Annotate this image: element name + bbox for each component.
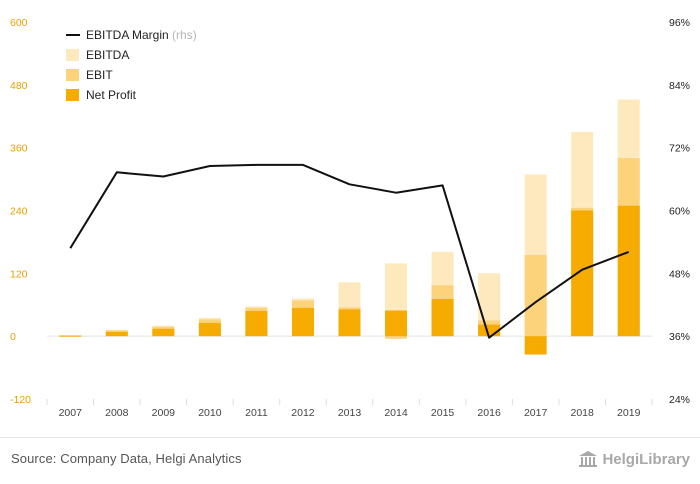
right-tick-label: 60%: [669, 206, 690, 218]
left-tick-label: 120: [10, 268, 28, 280]
right-tick-label: 48%: [669, 268, 690, 280]
net-profit-bar: [152, 328, 175, 337]
right-tick-label: 96%: [669, 17, 690, 29]
left-tick-label: 0: [10, 331, 16, 343]
net-profit-bar: [198, 323, 221, 337]
x-tick-label: 2016: [477, 407, 501, 419]
margin-line: [69, 163, 630, 339]
x-tick-label: 2010: [198, 407, 222, 419]
net-profit-bar: [245, 311, 268, 337]
net-profit-bar: [105, 331, 128, 337]
source-text: Source: Company Data, Helgi Analytics: [11, 451, 242, 466]
net-profit-bar: [524, 336, 547, 355]
footer: Source: Company Data, Helgi Analytics He…: [0, 437, 700, 484]
left-tick-label: 480: [10, 80, 28, 92]
library-building-icon: [579, 451, 598, 467]
legend-label: Net Profit: [86, 88, 137, 102]
net-profit-bar: [478, 324, 501, 337]
x-tick-label: 2007: [59, 407, 83, 419]
x-tick-label: 2011: [245, 407, 268, 419]
bar-marks: [59, 99, 640, 355]
legend-swatch: [66, 89, 79, 101]
x-tick-label: 2017: [524, 407, 548, 419]
net-profit-bar: [571, 210, 594, 337]
x-tick-label: 2008: [105, 407, 129, 419]
helgi-library-logo: HelgiLibrary: [578, 449, 690, 469]
legend-label: EBITDA Margin (rhs): [86, 28, 197, 42]
left-tick-label: 240: [10, 206, 28, 218]
x-tick-label: 2012: [291, 407, 315, 419]
left-tick-label: 360: [10, 143, 28, 155]
net-profit-bar: [59, 335, 82, 337]
left-tick-label: -120: [10, 394, 31, 406]
right-tick-label: 72%: [669, 143, 690, 155]
right-tick-label: 36%: [669, 331, 690, 343]
x-tick-label: 2009: [152, 407, 176, 419]
ebitda-margin-line: [69, 163, 630, 339]
legend-swatch: [66, 69, 79, 81]
ebit-bar: [385, 336, 408, 339]
net-profit-bar: [617, 205, 640, 337]
x-tick-label: 2018: [571, 407, 595, 419]
x-tick-label: 2015: [431, 407, 455, 419]
x-axis-labels: 2007 2008 2009 2010 2011 2012 2013 2014 2015 2016…: [59, 407, 641, 419]
logo-wordmark: HelgiLibrary: [602, 450, 690, 468]
legend-swatch: [66, 49, 79, 61]
x-tick-label: 2013: [338, 407, 362, 419]
left-tick-label: 600: [10, 17, 28, 29]
net-profit-bar: [385, 310, 408, 337]
ebit-bar: [524, 255, 547, 337]
net-profit-bar: [338, 309, 361, 337]
right-tick-label: 84%: [669, 80, 690, 92]
x-tick-label: 2019: [617, 407, 641, 419]
legend: EBITDA Margin (rhs) EBITDA EBIT Net Profit: [66, 28, 197, 102]
legend-label: EBITDA: [86, 48, 129, 62]
right-tick-label: 24%: [669, 394, 690, 406]
right-axis-ticks: 24% 36% 48% 60% 72% 84% 96%: [669, 17, 690, 406]
net-profit-bar: [431, 298, 454, 337]
x-tick-label: 2014: [384, 407, 408, 419]
legend-label-suffix: (rhs): [169, 28, 197, 42]
left-axis-ticks: -120 0 120 240 360 480 600: [10, 17, 31, 406]
legend-label: EBIT: [86, 68, 113, 82]
grid-lines: [46, 335, 653, 405]
net-profit-bar: [291, 307, 314, 337]
chart: -120 0 120 240 360 480 600 24% 36% 48% 60% 72% 84% 9…: [10, 17, 690, 419]
